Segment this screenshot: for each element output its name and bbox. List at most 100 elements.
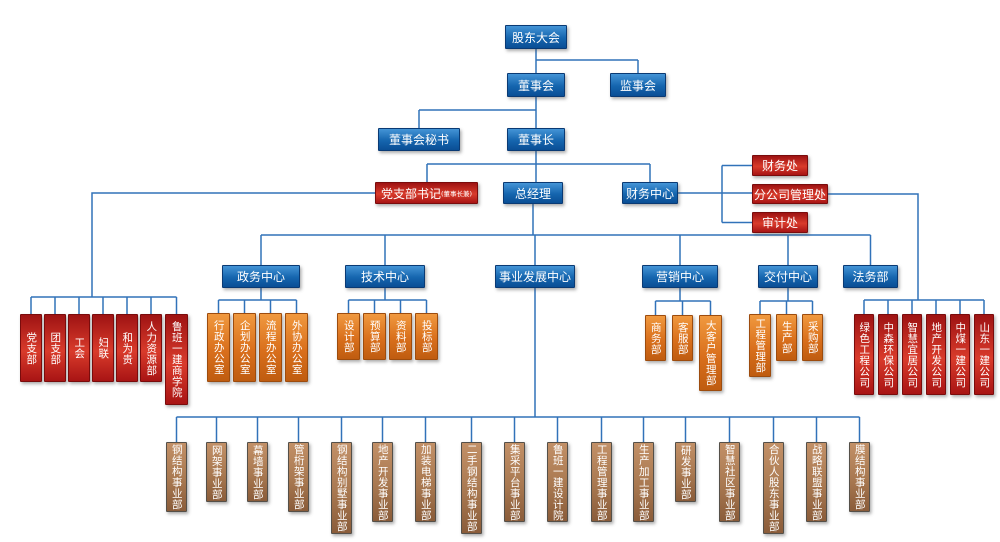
node-label: 研发事业部 bbox=[679, 444, 692, 500]
node-tech-center: 技术中心 bbox=[345, 265, 425, 288]
node-label: 地产开发事业部 bbox=[376, 443, 389, 521]
node-label: 大客户管理部 bbox=[704, 320, 717, 386]
node-label: 工会 bbox=[73, 337, 86, 359]
node-label-suffix: (董事长兼) bbox=[440, 190, 473, 198]
node-label: 人力资源部 bbox=[145, 320, 158, 376]
node-label: 合伙人股东事业部 bbox=[767, 444, 780, 532]
node-board-secretary: 董事会秘书 bbox=[378, 128, 460, 151]
node-central-procurement-platform-bu: 集采平台事业部 bbox=[504, 442, 525, 522]
node-key-account-mgmt-dept: 大客户管理部 bbox=[699, 315, 722, 391]
node-label: 事业发展中心 bbox=[498, 270, 571, 284]
node-shareholders-meeting: 股东大会 bbox=[505, 25, 567, 49]
node-label: 股东大会 bbox=[511, 30, 560, 45]
node-label: 党支部 bbox=[25, 331, 38, 365]
node-strategic-alliance-bu: 战略联盟事业部 bbox=[806, 442, 827, 522]
node-process-office: 流程办公室 bbox=[259, 313, 282, 382]
node-chairman: 董事长 bbox=[507, 128, 565, 151]
node-label: 工程管理事业部 bbox=[595, 443, 608, 521]
node-label: 政务中心 bbox=[236, 270, 285, 284]
node-business-dev-center: 事业发展中心 bbox=[495, 265, 575, 288]
node-smart-living-co: 智慧宜居公司 bbox=[902, 314, 922, 395]
node-label: 山东一建公司 bbox=[978, 321, 991, 388]
node-label: 投标部 bbox=[420, 320, 433, 353]
node-supervisory-board: 监事会 bbox=[610, 73, 666, 97]
node-finance-center: 财务中心 bbox=[622, 182, 678, 204]
node-commerce-dept: 商务部 bbox=[645, 315, 666, 361]
node-label: 董事会 bbox=[517, 78, 554, 93]
node-planning-office: 企划办公室 bbox=[233, 313, 256, 382]
node-real-estate-dev-co: 地产开发公司 bbox=[926, 314, 946, 395]
node-audit-office: 审计处 bbox=[752, 212, 808, 233]
node-branch-company-mgmt-office: 分公司管理处 bbox=[752, 184, 828, 204]
node-delivery-center: 交付中心 bbox=[758, 265, 818, 288]
node-label: 设计部 bbox=[342, 320, 355, 353]
node-green-engineering-co: 绿色工程公司 bbox=[854, 314, 874, 395]
node-label: 智慧宜居公司 bbox=[906, 321, 919, 388]
node-zhongmei-yijian-co: 中煤一建公司 bbox=[950, 314, 970, 395]
node-label: 生产加工事业部 bbox=[637, 443, 650, 521]
node-label: 交付中心 bbox=[763, 270, 812, 284]
node-luban-design-institute: 鲁班一建设计院 bbox=[547, 442, 568, 522]
node-engineering-mgmt-dept: 工程管理部 bbox=[749, 314, 771, 377]
node-label: 中煤一建公司 bbox=[954, 321, 967, 388]
node-womens-federation: 妇联 bbox=[92, 314, 114, 382]
node-label: 企划办公室 bbox=[238, 320, 251, 375]
node-rnd-bu: 研发事业部 bbox=[675, 442, 696, 502]
node-luban-business-school: 鲁班一建商学院 bbox=[165, 314, 188, 405]
node-label: 幕墙事业部 bbox=[251, 444, 264, 500]
node-label: 集采平台事业部 bbox=[508, 443, 521, 521]
node-grid-frame-bu: 网架事业部 bbox=[206, 442, 227, 502]
node-youth-league-branch: 团支部 bbox=[44, 314, 66, 382]
node-label: 绿色工程公司 bbox=[858, 321, 871, 388]
node-pipe-truss-bu: 管桁架事业部 bbox=[288, 442, 309, 512]
node-label: 工程管理部 bbox=[754, 318, 767, 373]
node-admin-center: 政务中心 bbox=[222, 265, 300, 288]
node-label: 分公司管理处 bbox=[753, 187, 826, 202]
node-label: 团支部 bbox=[49, 331, 62, 365]
node-hr-dept: 人力资源部 bbox=[140, 314, 162, 382]
node-smart-community-bu: 智慧社区事业部 bbox=[719, 442, 740, 522]
node-label: 党支部书记 bbox=[380, 186, 441, 201]
node-label: 监事会 bbox=[619, 78, 656, 93]
node-label: 网架事业部 bbox=[210, 444, 223, 500]
node-documentation-dept: 资料部 bbox=[389, 313, 412, 360]
node-finance-office: 财务处 bbox=[752, 155, 808, 176]
node-legal-dept: 法务部 bbox=[843, 265, 898, 288]
node-label: 管桁架事业部 bbox=[292, 444, 305, 510]
node-label: 技术中心 bbox=[360, 270, 409, 284]
node-board-of-directors: 董事会 bbox=[507, 73, 565, 97]
node-party-branch-secretary: 党支部书记 (董事长兼) bbox=[375, 182, 478, 204]
node-label: 外协办公室 bbox=[290, 320, 303, 375]
node-label: 董事长 bbox=[517, 133, 554, 147]
node-labor-union: 工会 bbox=[68, 314, 90, 382]
node-label: 膜结构事业部 bbox=[853, 444, 866, 510]
node-label: 战略联盟事业部 bbox=[810, 443, 823, 521]
node-label: 妇联 bbox=[97, 337, 110, 359]
node-real-estate-dev-bu: 地产开发事业部 bbox=[372, 442, 393, 522]
node-label: 和为贵 bbox=[121, 331, 134, 365]
node-curtain-wall-bu: 幕墙事业部 bbox=[247, 442, 268, 502]
node-bidding-dept: 投标部 bbox=[415, 313, 438, 360]
node-label: 采购部 bbox=[806, 321, 819, 354]
node-partner-shareholder-bu: 合伙人股东事业部 bbox=[763, 442, 784, 534]
node-label: 中森环保公司 bbox=[882, 321, 895, 388]
node-label: 审计处 bbox=[761, 216, 798, 230]
node-outsourcing-office: 外协办公室 bbox=[285, 313, 308, 382]
node-label: 钢结构事业部 bbox=[170, 444, 183, 510]
node-marketing-center: 营销中心 bbox=[642, 265, 718, 288]
node-label: 二手钢结构事业部 bbox=[465, 444, 478, 532]
node-budget-dept: 预算部 bbox=[363, 313, 386, 360]
node-label: 行政办公室 bbox=[212, 320, 225, 375]
node-procurement-dept: 采购部 bbox=[802, 314, 823, 361]
node-zhongsen-env-protection-co: 中森环保公司 bbox=[878, 314, 898, 395]
node-general-manager: 总经理 bbox=[503, 182, 563, 204]
node-admin-office: 行政办公室 bbox=[207, 313, 230, 382]
node-label: 资料部 bbox=[394, 320, 407, 353]
node-label: 客服部 bbox=[676, 321, 689, 355]
node-used-steel-structure-bu: 二手钢结构事业部 bbox=[461, 442, 482, 534]
node-label: 加装电梯事业部 bbox=[419, 443, 432, 521]
node-elevator-installation-bu: 加装电梯事业部 bbox=[415, 442, 436, 522]
node-label: 商务部 bbox=[649, 321, 662, 355]
node-label: 钢结构别墅事业部 bbox=[335, 444, 348, 532]
node-label: 营销中心 bbox=[655, 270, 704, 284]
